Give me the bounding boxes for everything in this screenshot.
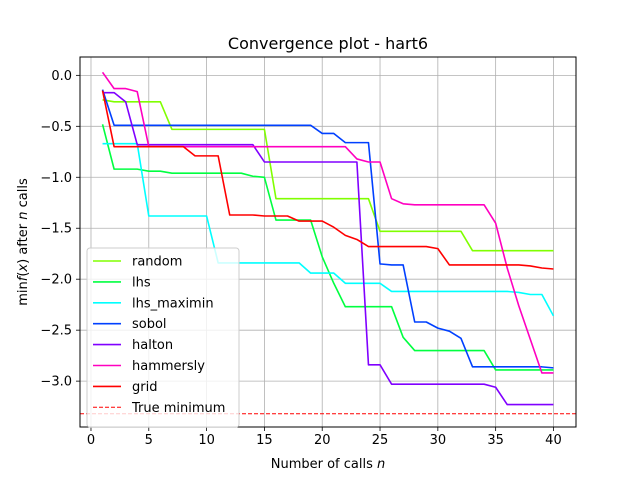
axis-ticks: 0 5 10 15 20 25 30 35 40 0.0 −0.5 −1.0 −1.5 −2.0 −2.5 −… <box>40 69 561 448</box>
series-line-lhs <box>101 124 554 371</box>
x-tick-label: 5 <box>145 433 153 448</box>
x-axis-label: Number of calls n <box>271 457 386 472</box>
y-tick-label: −2.0 <box>40 273 72 288</box>
legend-label-grid: grid <box>132 380 157 395</box>
x-tick-label: 25 <box>372 433 389 448</box>
x-tick-label: 40 <box>545 433 562 448</box>
x-tick-label: 0 <box>87 433 95 448</box>
x-tick-label: 20 <box>314 433 331 448</box>
legend-label-random: random <box>132 255 182 270</box>
y-axis-label: minf(x) after n calls <box>16 178 31 306</box>
y-tick-label: −2.5 <box>40 324 72 339</box>
x-tick-label: 10 <box>198 433 215 448</box>
series-line-grid <box>101 90 554 270</box>
series-line-sobol <box>101 89 554 369</box>
x-tick-label: 30 <box>430 433 447 448</box>
y-tick-label: −3.0 <box>40 375 72 390</box>
legend-label-true-minimum: True minimum <box>131 401 225 416</box>
y-tick-label: −1.0 <box>40 171 72 186</box>
grid-lines <box>80 57 576 427</box>
y-tick-label: 0.0 <box>51 69 72 84</box>
legend-label-hammersly: hammersly <box>132 359 205 374</box>
legend-label-lhs: lhs <box>132 275 151 290</box>
legend-label-halton: halton <box>132 338 173 353</box>
series-lines <box>101 71 555 406</box>
series-line-lhs-maximin <box>102 142 555 317</box>
series-line-random <box>102 99 554 252</box>
chart-title: Convergence plot - hart6 <box>228 34 428 53</box>
x-tick-label: 35 <box>487 433 504 448</box>
axes-frame <box>79 56 577 428</box>
y-tick-label: −0.5 <box>40 120 72 135</box>
legend-frame <box>86 247 240 428</box>
series-line-halton <box>102 91 554 406</box>
legend-label-lhs-maximin: lhs_maximin <box>132 296 214 311</box>
legend-label-sobol: sobol <box>132 317 167 332</box>
x-tick-label: 15 <box>256 433 273 448</box>
y-tick-label: −1.5 <box>40 222 72 237</box>
